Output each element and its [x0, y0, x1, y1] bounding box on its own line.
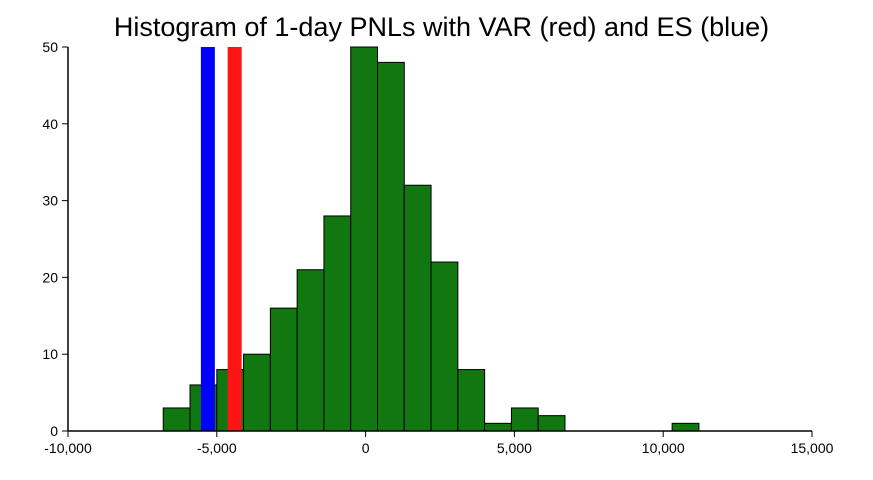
chart-title: Histogram of 1-day PNLs with VAR (red) a…: [113, 12, 770, 42]
histogram-bar: [510, 407, 539, 432]
es-line: [200, 47, 215, 431]
histogram-bar: [457, 369, 486, 432]
histogram-bar: [377, 61, 405, 432]
bars-group: [162, 46, 700, 432]
histogram-bar: [296, 269, 325, 432]
histogram-bar: [350, 46, 379, 432]
histogram-bar: [162, 407, 191, 432]
x-tick-label: 5,000: [497, 440, 532, 456]
histogram-bar: [671, 422, 700, 432]
histogram-bar: [243, 353, 271, 432]
histogram-bar: [430, 261, 459, 432]
var-line: [227, 47, 242, 431]
x-tick-label: 10,000: [642, 440, 685, 456]
histogram-bar: [484, 422, 512, 432]
histogram-bar: [537, 415, 566, 432]
histogram-bar: [323, 215, 352, 432]
y-tick-label: 0: [50, 423, 58, 439]
y-tick-label: 40: [42, 116, 58, 132]
histogram-bar: [269, 307, 298, 432]
y-tick-label: 30: [42, 193, 58, 209]
x-tick-label: 0: [362, 440, 370, 456]
histogram-bar: [403, 184, 432, 432]
reference-lines: [200, 47, 242, 431]
y-tick-label: 10: [42, 346, 58, 362]
x-tick-label: -5,000: [197, 440, 237, 456]
y-tick-label: 20: [42, 269, 58, 285]
y-tick-label: 50: [42, 39, 58, 55]
x-tick-label: -10,000: [44, 440, 92, 456]
axes-group: 0 10 20 30 40 50 -10,000 -5,000 0 5,000 10,000 15,0…: [42, 39, 833, 456]
x-tick-label: 15,000: [791, 440, 834, 456]
